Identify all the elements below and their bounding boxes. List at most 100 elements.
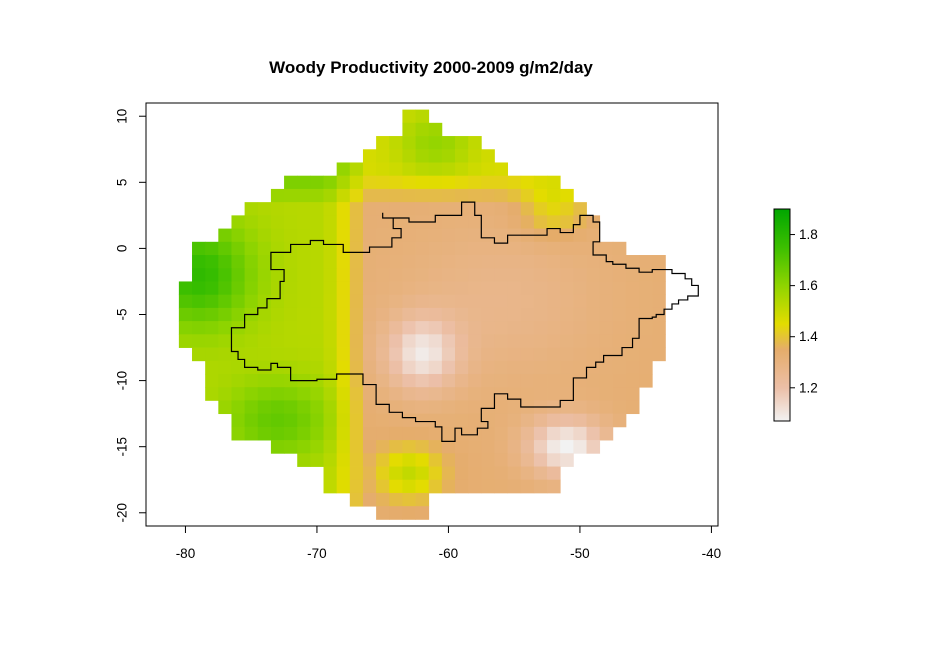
raster-cell [639,307,653,322]
raster-cell [231,294,246,309]
raster-cell [652,255,666,269]
raster-cell [244,387,259,401]
raster-cell [455,321,469,335]
raster-cell [560,281,574,296]
raster-cell [494,400,509,415]
raster-cell [520,466,535,481]
raster-cell [257,373,272,388]
raster-cell [428,347,443,362]
raster-cell [402,413,416,428]
raster-cell [507,188,522,203]
x-tick-label: -40 [702,546,722,561]
raster-cell [481,268,495,282]
raster-cell [402,440,416,454]
raster-cell [455,360,469,375]
raster-cell [599,268,614,282]
raster-cell [389,175,403,190]
raster-cell [376,202,390,216]
raster-cell [428,268,443,282]
raster-cell [310,360,324,375]
raster-cell [612,294,627,309]
raster-cell [520,413,535,428]
raster-cell [520,347,535,362]
raster-cell [376,440,390,454]
raster-cell [402,268,416,282]
raster-cell [389,188,403,203]
raster-cell [441,307,456,322]
raster-cell [376,188,390,203]
raster-cell [612,255,627,269]
raster-cell [284,255,298,269]
raster-cell [441,321,456,335]
raster-cell [520,440,535,454]
raster-cell [560,241,574,256]
raster-cell [612,360,627,375]
raster-cell [625,294,640,309]
raster-cell [494,440,509,454]
raster-cell [481,162,495,177]
raster-cell [205,268,219,282]
raster-cell [323,466,338,481]
raster-cell [560,294,574,309]
raster-cell [257,321,272,335]
raster-cell [402,255,416,269]
raster-cell [441,228,456,243]
raster-cell [481,479,495,494]
raster-cell [362,440,377,454]
raster-cell [599,373,614,388]
raster-cell [310,387,324,401]
raster-cell [376,228,390,243]
raster-cell [468,241,482,256]
raster-cell [310,281,324,296]
raster-cell [612,307,627,322]
basin-outline [230,201,699,442]
raster-cell [362,453,377,467]
raster-cell [625,281,640,296]
raster-cell [533,294,548,309]
x-tick-label: -60 [439,546,459,561]
raster-cell [428,241,443,256]
raster-cell [533,453,548,467]
raster-cell [270,255,285,269]
raster-cell [428,136,443,150]
y-tick-label: -20 [115,503,130,523]
raster-cell [547,281,561,296]
raster-cell [192,334,206,348]
raster-cell [297,453,311,467]
raster-cell [349,175,364,190]
raster-cell [205,255,219,269]
raster-cell [428,175,443,190]
raster-cell [389,426,403,441]
raster-cell [349,162,364,177]
raster-cell [257,400,272,415]
raster-cell [257,268,272,282]
raster-cell [349,294,364,309]
raster-cell [362,215,377,229]
raster-cell [494,281,509,296]
raster-cell [205,387,219,401]
raster-cell [428,281,443,296]
raster-cell [415,440,430,454]
raster-cell [586,255,601,269]
raster-cell [573,440,587,454]
raster-cell [349,202,364,216]
raster-cell [402,136,416,150]
raster-cell [586,440,601,454]
raster-cell [507,426,522,441]
raster-cell [205,360,219,375]
raster-cell [323,215,338,229]
raster-cell [547,294,561,309]
raster-cell [376,453,390,467]
raster-cell [402,334,416,348]
raster-cell [441,202,456,216]
raster-cell [494,347,509,362]
raster-cell [402,109,416,124]
raster-cell [560,400,574,415]
x-axis: -80 -70 -60 -50 -40 [176,525,722,561]
raster-cell [520,202,535,216]
raster-cell [323,334,338,348]
raster-cell [192,255,206,269]
raster-cell [441,479,456,494]
raster-cell [533,413,548,428]
raster-cell [639,294,653,309]
